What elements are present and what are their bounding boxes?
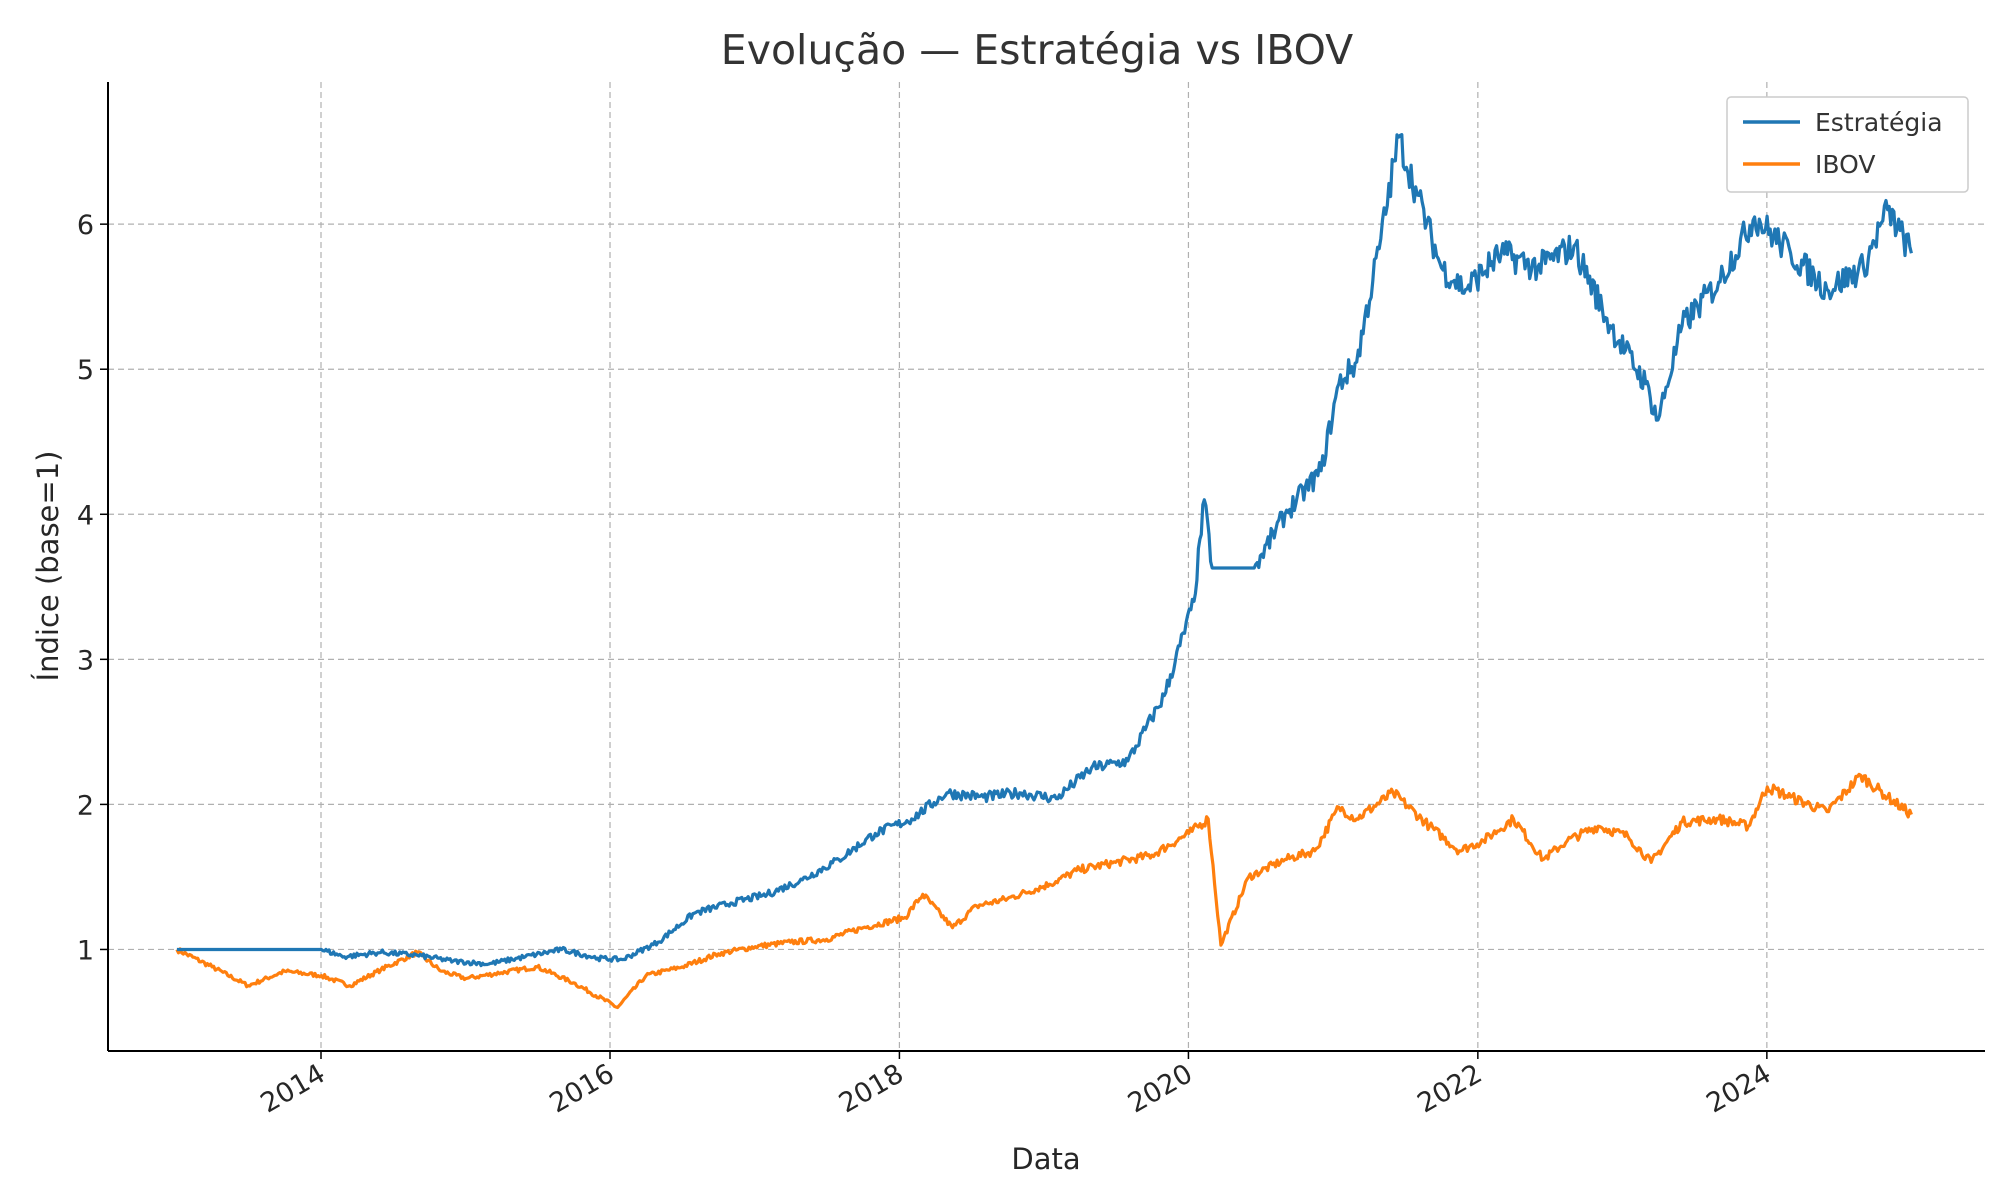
series-layer: [175, 133, 1913, 1010]
series-line-estratégia: [176, 133, 1913, 968]
y-tick-label: 1: [77, 935, 94, 966]
legend-label: Estratégia: [1815, 108, 1943, 137]
y-axis-title: Índice (base=1): [31, 451, 65, 682]
y-tick-label: 4: [77, 500, 94, 531]
axes: [107, 82, 1985, 1052]
y-tick-label: 3: [77, 645, 94, 676]
legend: Estratégia IBOV: [1726, 96, 1969, 193]
y-tick-label: 2: [77, 790, 94, 821]
series-line-ibov: [175, 772, 1913, 1010]
legend-label: IBOV: [1815, 150, 1875, 179]
y-tick-label: 6: [77, 210, 94, 241]
y-tick-label: 5: [77, 355, 94, 386]
chart-title: Evolução — Estratégia vs IBOV: [721, 26, 1353, 74]
x-axis-title: Data: [1011, 1142, 1080, 1176]
